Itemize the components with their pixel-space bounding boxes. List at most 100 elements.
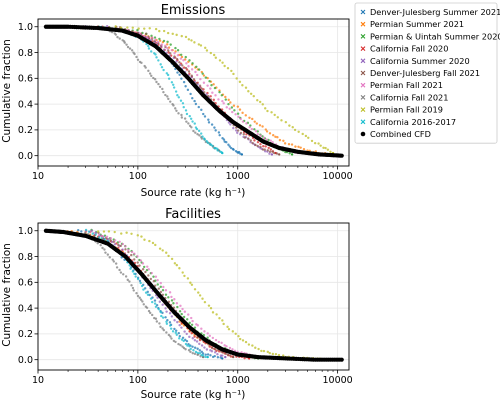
- data-point: [192, 349, 195, 352]
- data-point: [169, 327, 173, 330]
- data-point: [119, 26, 123, 29]
- data-point: [278, 138, 282, 142]
- data-point: [266, 149, 269, 152]
- data-point: [185, 112, 189, 116]
- data-point: [166, 95, 169, 98]
- data-point: [165, 331, 168, 334]
- data-point: [288, 152, 291, 155]
- series-8: [114, 25, 335, 155]
- data-point: [131, 286, 135, 290]
- emissions-xlabel: Source rate (kg h⁻¹): [141, 187, 246, 199]
- data-point: [319, 144, 322, 147]
- data-point: [84, 231, 87, 234]
- data-point: [178, 267, 181, 270]
- emissions-ylabel: Cumulative fraction: [1, 39, 13, 143]
- data-point: [322, 146, 325, 149]
- data-point: [149, 297, 153, 300]
- data-point: [212, 83, 215, 86]
- data-point: [199, 44, 203, 47]
- data-point: [182, 66, 186, 69]
- data-point: [132, 289, 135, 292]
- legend-label: Permian & Uintah Summer 2020: [370, 31, 500, 41]
- data-point: [209, 95, 212, 98]
- data-point: [264, 128, 267, 131]
- data-point: [140, 61, 143, 65]
- data-point: [145, 36, 149, 39]
- data-point: [181, 307, 184, 311]
- data-point: [114, 262, 118, 265]
- data-point: [189, 281, 192, 284]
- data-point: [180, 338, 184, 341]
- data-point: [225, 106, 228, 109]
- data-point: [113, 243, 116, 246]
- data-point: [156, 283, 159, 286]
- data-point: [238, 108, 242, 111]
- data-point: [211, 311, 215, 314]
- data-point: [191, 345, 194, 348]
- data-point: [150, 74, 153, 78]
- data-point: [329, 150, 332, 154]
- data-point: [107, 230, 111, 233]
- data-point: [145, 306, 149, 310]
- data-point: [221, 357, 224, 360]
- data-point: [135, 291, 138, 295]
- data-point: [166, 43, 169, 46]
- data-point: [179, 99, 183, 102]
- x-tick-label: 10: [32, 375, 44, 386]
- data-point: [105, 235, 109, 238]
- data-point: [274, 352, 278, 356]
- data-point: [191, 352, 194, 355]
- data-point: [100, 234, 104, 238]
- y-tick-label: 0.0: [18, 355, 33, 366]
- data-point: [244, 340, 248, 344]
- data-point: [251, 344, 254, 347]
- data-point: [152, 280, 156, 283]
- data-point: [150, 50, 153, 53]
- data-point: [233, 109, 236, 112]
- data-points: [43, 24, 344, 158]
- data-point: [216, 149, 219, 152]
- data-point: [264, 107, 267, 110]
- legend-label: Combined CFD: [370, 129, 431, 139]
- data-point: [221, 319, 224, 322]
- y-tick-label: 0.4: [18, 99, 33, 110]
- data-point: [218, 133, 221, 137]
- legend-entry: California 2016-2017: [360, 117, 456, 127]
- data-point: [234, 332, 237, 335]
- data-point: [156, 278, 159, 282]
- data-point: [196, 347, 199, 350]
- data-point: [139, 298, 143, 301]
- data-point: [150, 271, 153, 275]
- data-point: [224, 355, 227, 359]
- legend-frame: [354, 2, 498, 144]
- data-point: [175, 109, 178, 112]
- data-point: [198, 134, 201, 137]
- data-point: [177, 112, 180, 115]
- data-point: [157, 59, 160, 62]
- data-point: [133, 272, 136, 276]
- data-point: [138, 296, 141, 299]
- data-point: [141, 300, 144, 303]
- x-tick-label: 10: [32, 171, 44, 182]
- data-point: [197, 43, 201, 46]
- data-point: [179, 53, 183, 56]
- data-point: [138, 264, 141, 267]
- data-point: [186, 277, 190, 280]
- data-point: [200, 350, 203, 354]
- data-point: [256, 132, 259, 136]
- data-point: [274, 135, 277, 138]
- data-point: [265, 138, 268, 141]
- data-point: [111, 258, 114, 261]
- data-point: [277, 153, 281, 156]
- data-point: [148, 239, 151, 243]
- data-point: [227, 98, 230, 102]
- data-point: [144, 32, 148, 35]
- data-point: [173, 298, 176, 301]
- data-point: [231, 348, 234, 351]
- data-point: [227, 102, 230, 106]
- data-point: [170, 299, 174, 302]
- data-point: [248, 126, 251, 129]
- data-point: [189, 350, 192, 354]
- data-point: [174, 331, 177, 334]
- data-point: [280, 119, 283, 122]
